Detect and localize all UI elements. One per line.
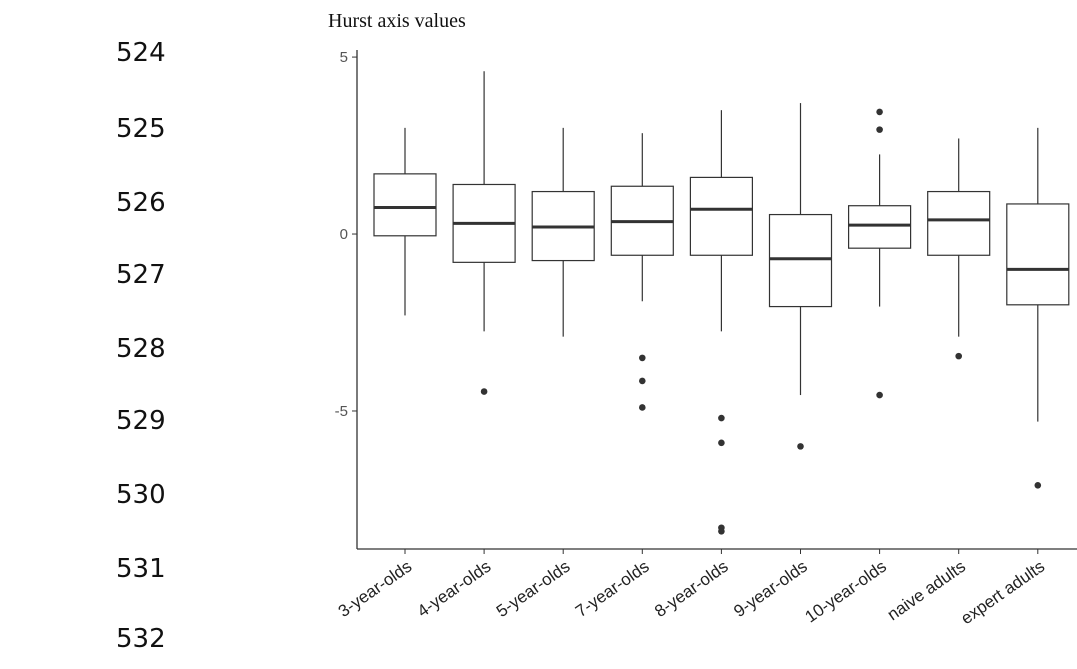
box-group — [849, 109, 911, 399]
box — [770, 215, 832, 307]
x-tick-label: 5-year-olds — [493, 557, 574, 621]
y-tick-label: 5 — [340, 49, 348, 66]
outlier-point — [718, 528, 725, 535]
box — [928, 192, 990, 256]
axes — [352, 50, 1077, 554]
box — [374, 174, 436, 236]
outlier-point — [718, 415, 725, 422]
box-group — [611, 133, 673, 411]
box — [690, 177, 752, 255]
box-group — [690, 110, 752, 534]
outlier-point — [481, 388, 488, 395]
outlier-point — [639, 355, 646, 362]
outlier-point — [639, 404, 646, 411]
x-tick-label: naive adults — [884, 557, 969, 625]
y-tick-label: -5 — [335, 403, 348, 420]
y-tick-label: 0 — [340, 226, 348, 243]
x-tick-label: 10-year-olds — [802, 557, 890, 627]
box — [849, 206, 911, 248]
x-tick-label: expert adults — [957, 557, 1048, 628]
x-tick-label: 3-year-olds — [335, 557, 416, 621]
outlier-point — [955, 353, 962, 360]
box-group — [1007, 128, 1069, 489]
outlier-point — [718, 440, 725, 447]
outlier-point — [876, 392, 883, 399]
x-tick-label: 7-year-olds — [572, 557, 653, 621]
x-tick-label: 8-year-olds — [651, 557, 732, 621]
outlier-point — [876, 126, 883, 133]
box-group — [374, 128, 436, 316]
outlier-point — [876, 109, 883, 116]
outlier-point — [639, 378, 646, 385]
box-group — [453, 71, 515, 395]
x-tick-label: 9-year-olds — [730, 557, 811, 621]
outlier-point — [797, 443, 804, 450]
box-group — [770, 103, 832, 450]
tick-labels: 5 0 -5 3-year-olds4-year-olds5-year-olds7-y… — [335, 49, 1048, 628]
boxes — [374, 71, 1069, 534]
outlier-point — [1035, 482, 1042, 489]
box-group — [532, 128, 594, 337]
box — [1007, 204, 1069, 305]
x-tick-label: 4-year-olds — [414, 557, 495, 621]
box-group — [928, 138, 990, 359]
